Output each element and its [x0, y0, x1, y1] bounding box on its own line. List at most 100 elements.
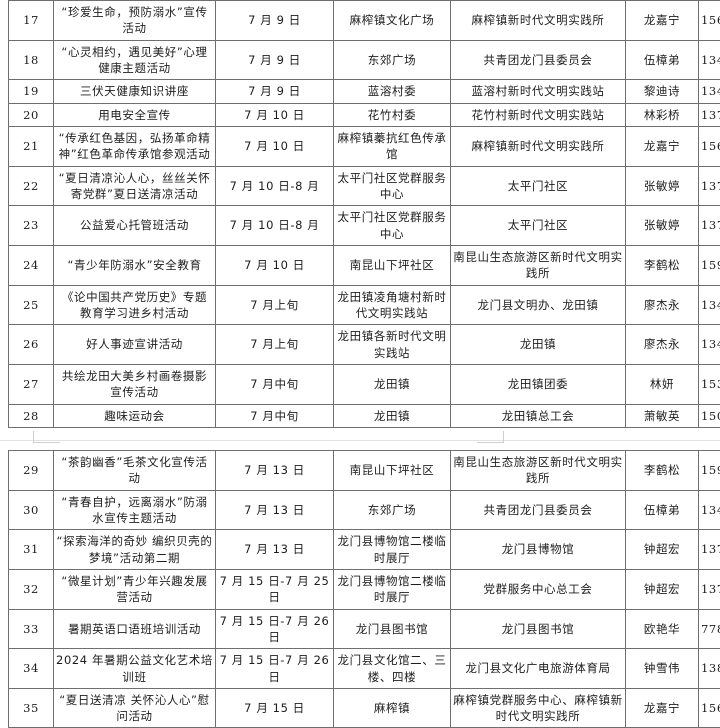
activity-date: 7 月 10 日 [216, 103, 334, 126]
contact-phone: 15616693705 [699, 1, 720, 41]
table-row: 17 “珍爱生命，预防溺水”宣传活动 7 月 9 日 麻榨镇文化广场 麻榨镇新时… [9, 1, 720, 41]
activity-date: 7 月 9 日 [216, 80, 334, 103]
table-body-part-one: 17 “珍爱生命，预防溺水”宣传活动 7 月 9 日 麻榨镇文化广场 麻榨镇新时… [9, 1, 720, 428]
activity-name: “夏日送清凉 关怀沁人心”慰问活动 [54, 688, 216, 728]
activity-place: 花竹村委 [334, 103, 451, 126]
contact-person: 龙嘉宁 [626, 126, 699, 166]
activity-place: 龙门县博物馆二楼临时展厅 [334, 569, 451, 609]
table-row: 32 “微星计划”青少年兴趣发展营活动 7 月 15 日-7 月 25 日 龙门… [9, 569, 720, 609]
activity-name: “微星计划”青少年兴趣发展营活动 [54, 569, 216, 609]
activity-name: “茶韵幽香”毛茶文化宣传活动 [54, 450, 216, 490]
row-number: 29 [9, 450, 54, 490]
organizer: 龙田镇 [451, 325, 626, 365]
contact-person: 钟超宏 [626, 569, 699, 609]
row-number: 19 [9, 80, 54, 103]
table-row: 24 “青少年防溺水”安全教育 7 月 10 日 南昆山下坪社区 南昆山生态旅游… [9, 245, 720, 285]
contact-phone: 13829978813 [699, 649, 720, 689]
contact-person: 萧敏英 [626, 404, 699, 427]
row-number: 32 [9, 569, 54, 609]
activity-place: 龙门县图书馆 [334, 609, 451, 649]
table-row: 23 公益爱心托管班活动 7 月 10 日-8 月 太平门社区党群服务中心 太平… [9, 206, 720, 246]
crop-mark-right-icon [477, 431, 504, 443]
activity-name: “传承红色基因，弘扬革命精神”红色革命传承馆参观活动 [54, 126, 216, 166]
table-row: 31 “探索海洋的奇妙 编织贝壳的梦境”活动第二期 7 月 13 日 龙门县博物… [9, 530, 720, 570]
organizer: 太平门社区 [451, 206, 626, 246]
activity-place: 麻榨镇 [334, 688, 451, 728]
organizer: 共青团龙门县委员会 [451, 490, 626, 530]
activity-place: 麻榨镇文化广场 [334, 1, 451, 41]
activity-name: 用电安全宣传 [54, 103, 216, 126]
contact-phone: 13413087469 [699, 490, 720, 530]
activity-name: 好人事迹宣讲活动 [54, 325, 216, 365]
activity-place: 龙门县文化馆二、三楼、四楼 [334, 649, 451, 689]
row-number: 26 [9, 325, 54, 365]
activity-place: 龙田镇 [334, 364, 451, 404]
contact-person: 张敏婷 [626, 166, 699, 206]
activity-place: 东郊广场 [334, 40, 451, 80]
contact-phone: 13437698143 [699, 325, 720, 365]
contact-person: 廖杰永 [626, 285, 699, 325]
table-row: 28 趣味运动会 7 月中旬 龙田镇 龙田镇总工会 萧敏英 1508925298… [9, 404, 720, 427]
organizer: 南昆山生态旅游区新时代文明实践所 [451, 245, 626, 285]
table-row: 21 “传承红色基因，弘扬革命精神”红色革命传承馆参观活动 7 月 10 日 麻… [9, 126, 720, 166]
activity-date: 7 月 15 日-7 月 26 日 [216, 649, 334, 689]
activity-name: “心灵相约，遇见美好”心理健康主题活动 [54, 40, 216, 80]
contact-phone: 15916418480 [699, 245, 720, 285]
activity-date: 7 月 15 日 [216, 688, 334, 728]
organizer: 龙门县图书馆 [451, 609, 626, 649]
schedule-table-part-two: 29 “茶韵幽香”毛茶文化宣传活动 7 月 13 日 南昆山下坪社区 南昆山生态… [8, 450, 720, 728]
contact-person: 伍樟弟 [626, 40, 699, 80]
contact-phone: 15616693705 [699, 126, 720, 166]
activity-place: 太平门社区党群服务中心 [334, 166, 451, 206]
activity-name: 公益爱心托管班活动 [54, 206, 216, 246]
activity-place: 龙田镇凌角塘村新时代文明实践站 [334, 285, 451, 325]
row-number: 27 [9, 364, 54, 404]
activity-name: “青少年防溺水”安全教育 [54, 245, 216, 285]
organizer: 蓝溶村新时代文明实践站 [451, 80, 626, 103]
activity-name: “珍爱生命，预防溺水”宣传活动 [54, 1, 216, 41]
activity-date: 7 月 13 日 [216, 490, 334, 530]
contact-person: 龙嘉宁 [626, 688, 699, 728]
organizer: 麻榨镇新时代文明实践所 [451, 1, 626, 41]
table-row: 26 好人事迹宣讲活动 7 月上旬 龙田镇各新时代文明实践站 龙田镇 廖杰永 1… [9, 325, 720, 365]
organizer: 花竹村新时代文明实践站 [451, 103, 626, 126]
organizer: 党群服务中心总工会 [451, 569, 626, 609]
table-row: 25 《论中国共产党历史》专题教育学习进乡村活动 7 月上旬 龙田镇凌角塘村新时… [9, 285, 720, 325]
organizer: 龙田镇总工会 [451, 404, 626, 427]
activity-place: 南昆山下坪社区 [334, 245, 451, 285]
table-body-part-two: 29 “茶韵幽香”毛茶文化宣传活动 7 月 13 日 南昆山下坪社区 南昆山生态… [9, 450, 720, 728]
organizer: 麻榨镇党群服务中心、麻榨镇新时代文明实践所 [451, 688, 626, 728]
activity-name: 三伏天健康知识讲座 [54, 80, 216, 103]
row-number: 35 [9, 688, 54, 728]
organizer: 南昆山生态旅游区新时代文明实践所 [451, 450, 626, 490]
activity-date: 7 月上旬 [216, 325, 334, 365]
activity-place: 麻榨镇蓁抗红色传承馆 [334, 126, 451, 166]
contact-phone: 13431875596 [699, 80, 720, 103]
contact-phone: 15616693705 [699, 688, 720, 728]
activity-date: 7 月上旬 [216, 285, 334, 325]
contact-person: 欧艳华 [626, 609, 699, 649]
activity-name: 趣味运动会 [54, 404, 216, 427]
activity-date: 7 月 9 日 [216, 40, 334, 80]
contact-phone: 15916418480 [699, 450, 720, 490]
row-number: 30 [9, 490, 54, 530]
organizer: 龙田镇团委 [451, 364, 626, 404]
contact-phone: 137250950100 [699, 530, 720, 570]
activity-date: 7 月 13 日 [216, 530, 334, 570]
table-row: 20 用电安全宣传 7 月 10 日 花竹村委 花竹村新时代文明实践站 林彩桥 … [9, 103, 720, 126]
activity-name: 共绘龙田大美乡村画卷摄影宣传活动 [54, 364, 216, 404]
activity-date: 7 月 10 日-8 月 [216, 206, 334, 246]
activity-place: 蓝溶村委 [334, 80, 451, 103]
page-break-gap [0, 428, 720, 450]
activity-name: 暑期英语口语班培训活动 [54, 609, 216, 649]
row-number: 22 [9, 166, 54, 206]
contact-person: 李鹤松 [626, 450, 699, 490]
row-number: 24 [9, 245, 54, 285]
contact-phone: 137250950100 [699, 569, 720, 609]
row-number: 34 [9, 649, 54, 689]
contact-phone: 13437698143 [699, 285, 720, 325]
table-row: 27 共绘龙田大美乡村画卷摄影宣传活动 7 月中旬 龙田镇 龙田镇团委 林妍 1… [9, 364, 720, 404]
activity-place: 太平门社区党群服务中心 [334, 206, 451, 246]
activity-date: 7 月 10 日 [216, 126, 334, 166]
